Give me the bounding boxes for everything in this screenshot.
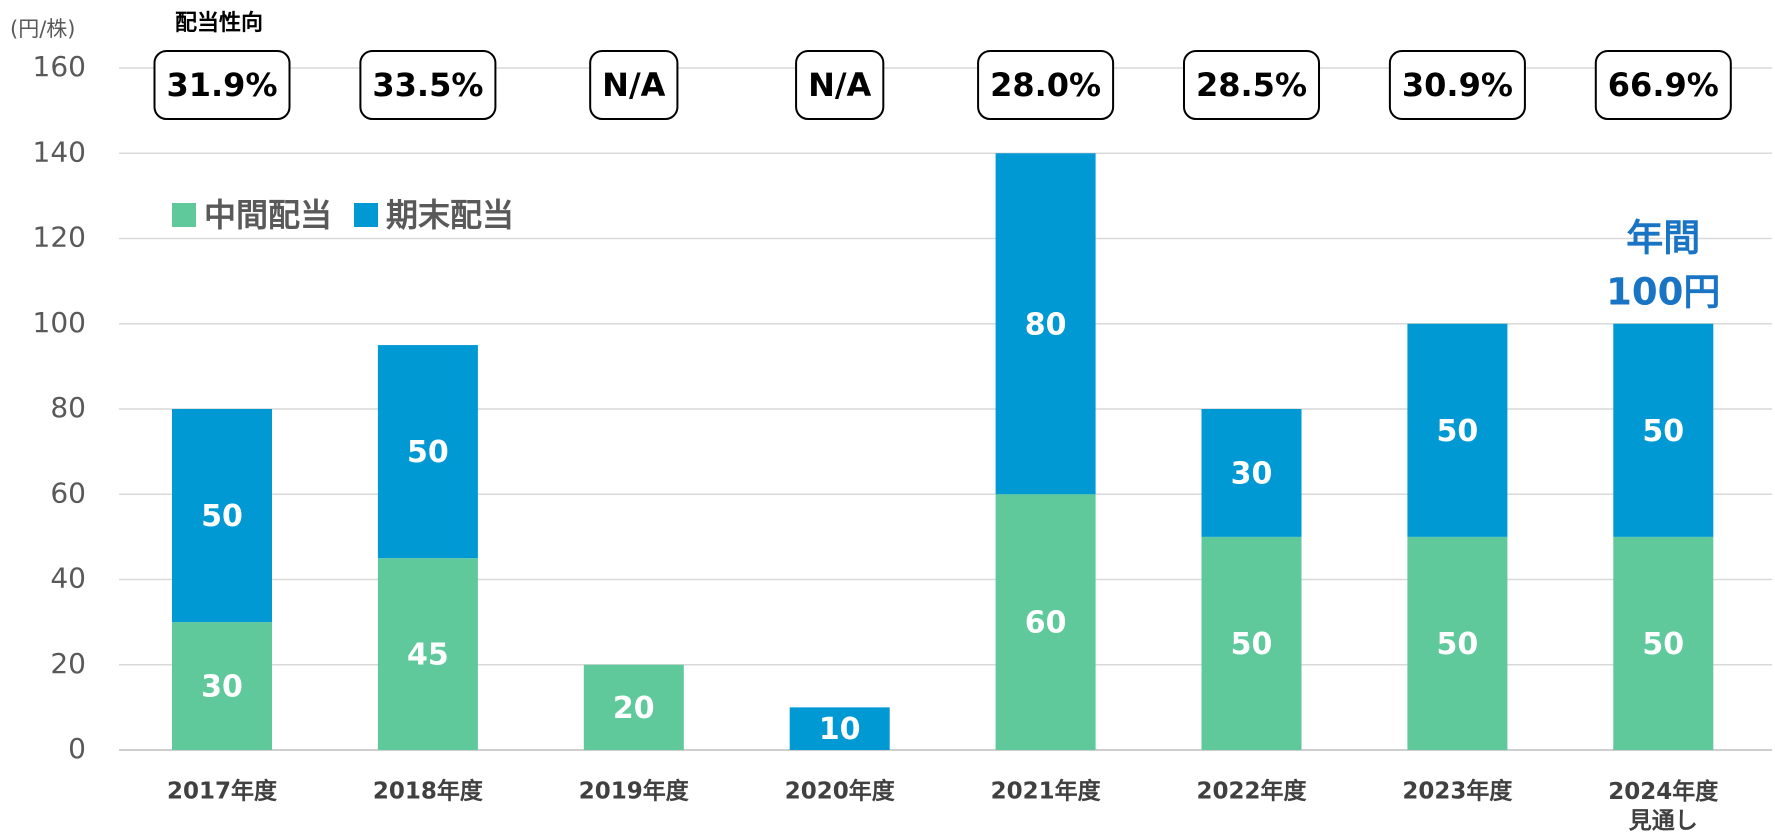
data-label: 50 bbox=[1642, 627, 1684, 662]
payout-label: 33.5% bbox=[372, 66, 483, 104]
x-tick-label: 2024年度見通し bbox=[1608, 778, 1719, 834]
payout-label: N/A bbox=[808, 66, 871, 104]
y-tick-label: 140 bbox=[33, 135, 86, 168]
data-label: 50 bbox=[201, 499, 243, 534]
bar-segment bbox=[583, 664, 684, 750]
payout-label: 28.0% bbox=[990, 66, 1101, 104]
payout-title: 配当性向 bbox=[175, 10, 263, 36]
bar-segment bbox=[995, 153, 1096, 495]
payout-box bbox=[1182, 50, 1321, 120]
unit-label: (円/株) bbox=[10, 17, 75, 41]
annotation: 100円 bbox=[1606, 271, 1720, 314]
bar-segment bbox=[1201, 536, 1302, 750]
legend-swatch bbox=[354, 203, 379, 227]
payout-box bbox=[795, 50, 885, 120]
bar-segment bbox=[1613, 323, 1714, 537]
x-tick-label: 2019年度 bbox=[579, 778, 690, 805]
bar-segment bbox=[1613, 536, 1714, 750]
data-label: 30 bbox=[1231, 456, 1273, 491]
y-tick-label: 80 bbox=[50, 391, 86, 424]
data-label: 80 bbox=[1025, 307, 1067, 342]
payout-box bbox=[977, 50, 1115, 120]
y-tick-label: 100 bbox=[33, 306, 86, 339]
payout-label: 31.9% bbox=[166, 66, 277, 104]
bar-segment bbox=[995, 494, 1096, 750]
bar-segment bbox=[1201, 409, 1302, 537]
annotation: 年間 bbox=[1626, 217, 1700, 260]
bar-segment bbox=[172, 622, 272, 750]
data-label: 60 bbox=[1025, 606, 1067, 641]
payout-label: 28.5% bbox=[1196, 66, 1307, 104]
x-tick-label: 2017年度 bbox=[167, 778, 278, 805]
data-label: 50 bbox=[1437, 627, 1479, 662]
y-tick-label: 120 bbox=[33, 221, 86, 254]
y-tick-label: 20 bbox=[50, 647, 86, 680]
payout-label: 30.9% bbox=[1402, 66, 1513, 104]
x-tick-label: 2020年度 bbox=[785, 778, 896, 805]
legend-label: 中間配当 bbox=[204, 196, 332, 234]
bar-segment bbox=[789, 707, 890, 750]
y-tick-label: 60 bbox=[50, 476, 86, 509]
x-tick-label: 2018年度 bbox=[373, 778, 484, 805]
y-tick-label: 40 bbox=[50, 562, 86, 595]
payout-label: N/A bbox=[602, 66, 665, 104]
payout-box bbox=[1594, 50, 1732, 120]
data-label: 20 bbox=[613, 691, 655, 726]
bar-segment bbox=[377, 345, 478, 559]
legend-label: 期末配当 bbox=[386, 196, 514, 234]
payout-box bbox=[1388, 50, 1526, 120]
data-label: 50 bbox=[1642, 414, 1684, 449]
x-tick-label: 2023年度 bbox=[1402, 778, 1513, 805]
data-label: 50 bbox=[1231, 627, 1273, 662]
y-tick-label: 0 bbox=[68, 732, 86, 765]
payout-box bbox=[589, 50, 679, 120]
data-label: 10 bbox=[819, 712, 861, 747]
bar-segment bbox=[1407, 536, 1508, 750]
y-tick-label: 160 bbox=[33, 50, 86, 83]
legend-swatch bbox=[172, 203, 196, 227]
payout-box bbox=[153, 50, 291, 120]
x-tick-label: 2021年度 bbox=[991, 778, 1102, 805]
payout-box bbox=[359, 50, 497, 120]
bar-segment bbox=[172, 409, 272, 623]
bar-segment bbox=[377, 558, 478, 750]
data-label: 45 bbox=[407, 638, 449, 673]
x-tick-label: 2022年度 bbox=[1196, 778, 1307, 805]
data-label: 50 bbox=[407, 435, 449, 470]
data-label: 50 bbox=[1437, 414, 1479, 449]
payout-label: 66.9% bbox=[1608, 66, 1719, 104]
bar-segment bbox=[1407, 323, 1508, 537]
data-label: 30 bbox=[201, 670, 243, 705]
